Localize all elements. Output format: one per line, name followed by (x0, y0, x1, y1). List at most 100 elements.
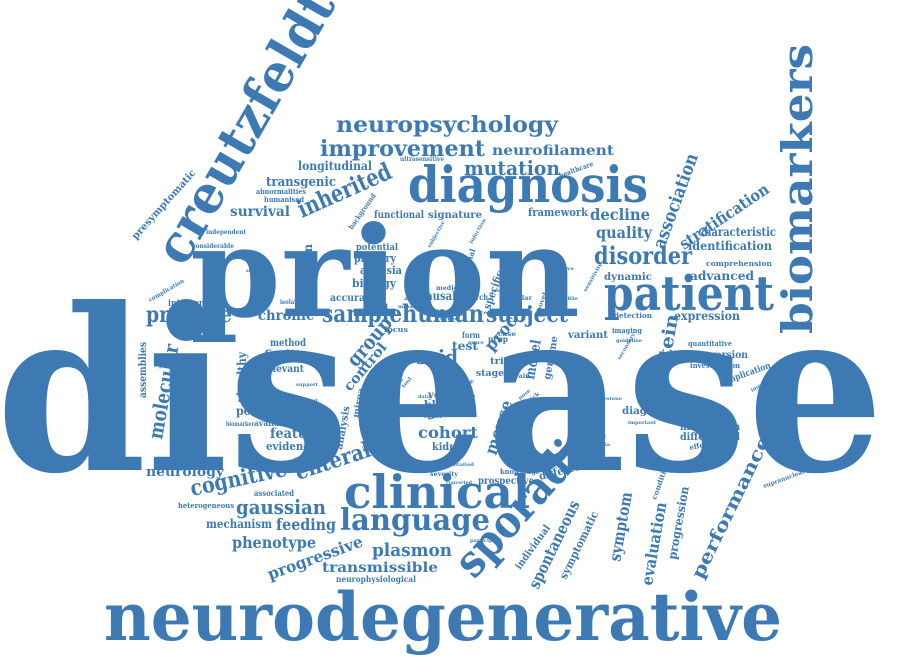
word-model: model (522, 339, 545, 381)
word-stage: stage (476, 369, 504, 379)
word-knowledge: knowledge (500, 467, 541, 476)
word-biomarker: biomarker (226, 421, 255, 428)
word-neurophysiological: neurophysiological (336, 574, 416, 584)
word-risk: risk (434, 369, 461, 384)
word-causal: causal (420, 289, 456, 303)
word-longitudinal: longitudinal (298, 159, 372, 173)
word-advanced: advanced (690, 269, 755, 283)
word-cohort: cohort (418, 423, 479, 442)
word-kernel: kernel (440, 316, 460, 322)
word-finding: finding (264, 348, 312, 364)
word-trial: trial (490, 357, 515, 367)
word-evidence: evidence (266, 440, 316, 453)
word-conversion: conversion (692, 350, 749, 361)
word-generation: generation (301, 244, 315, 314)
word-prospective: prospective (478, 476, 534, 487)
word-transgenic: transgenic (266, 175, 336, 190)
word-available: available (254, 418, 292, 428)
word-result: result (424, 414, 443, 420)
word-intervention: intervention (168, 299, 222, 309)
word-more: more (468, 340, 484, 346)
word-isolated: isolated (280, 299, 305, 306)
word-primary: primary (354, 252, 397, 265)
word-chronic: chronic (258, 308, 314, 324)
word-detailed: detailed (450, 462, 475, 468)
word-associate: associate (238, 395, 280, 405)
word-method: method (270, 338, 306, 349)
word-quantitative: quantitative (688, 339, 733, 348)
word-measure: measure (398, 304, 422, 310)
word-medical: medical (436, 285, 465, 292)
word-milestone: milestone (594, 396, 622, 402)
word-phenotype: phenotype (232, 533, 316, 552)
word-information: information (680, 422, 741, 433)
word-humanised: humanised (264, 195, 304, 204)
word-test: test (452, 339, 478, 353)
word-clinical: clinical (344, 465, 530, 519)
word-diagnosis: diagnosis (408, 155, 648, 214)
word-biomarkers: biomarkers (773, 44, 822, 334)
word-improvement: improvement (320, 136, 486, 162)
word-biology: biology (352, 277, 397, 290)
word-similar: similar (506, 295, 533, 302)
word-focus: focus (384, 325, 408, 334)
word-identification: identification (688, 239, 772, 253)
word-severity: severity (430, 471, 459, 478)
word-comprehension: comprehension (706, 259, 772, 268)
word-studies: studies (398, 464, 420, 470)
word-language: language (340, 503, 490, 538)
word-onset: onset (300, 398, 319, 404)
word-decline: decline (590, 205, 650, 224)
word-effective: effective (546, 266, 574, 272)
word-year: year (427, 390, 453, 401)
word-common: common (576, 431, 606, 440)
word-cell: cell (480, 310, 492, 316)
word-acute: acute (404, 296, 420, 302)
word-quality: quality (596, 223, 653, 242)
word-expression: expression (674, 309, 740, 323)
word-positive: positive (236, 404, 284, 418)
word-imaging: imaging (612, 326, 642, 335)
word-sample: sample (322, 299, 402, 328)
word-signature: signature (428, 210, 482, 221)
word-neurology: neurology (146, 465, 224, 480)
word-treatment: treatment (377, 451, 408, 462)
word-dynamic: dynamic (604, 272, 652, 283)
word-scjd: scjd (416, 345, 458, 369)
word-genetic: genetic (568, 420, 604, 431)
word-support: support (296, 382, 319, 388)
word-mechanism: mechanism (206, 517, 272, 531)
word-blood: blood (424, 400, 458, 411)
word-diagnostic: diagnostic (622, 406, 682, 417)
word-differential: differential (680, 432, 740, 443)
word-brain: brain (510, 373, 531, 380)
word-healthy: healthy (235, 351, 249, 396)
word-patient: patient (604, 266, 774, 322)
word-transmissible: transmissible (322, 560, 438, 576)
word-detection: detection (614, 311, 652, 320)
word-research: research (456, 292, 488, 302)
word-subject: subject (486, 302, 569, 328)
word-associated: associated (254, 488, 294, 498)
word-assemblies: assemblies (138, 342, 149, 398)
word-variant: variant (567, 330, 608, 341)
word-practice: practice (146, 302, 232, 328)
word-motivation: motivation (290, 411, 321, 418)
word-form: form (462, 330, 480, 340)
word-guideline: guideline (616, 338, 642, 344)
word-functional: functional (374, 210, 424, 221)
word-converted: converted (446, 480, 472, 486)
word-kidney: kidney (432, 442, 469, 453)
word-relevant: relevant (262, 364, 304, 375)
word-accuracy: accuracy (330, 293, 377, 304)
word-neurodegenerative: neurodegenerative (104, 578, 782, 656)
word-profile: profile (556, 296, 578, 302)
word-disorder: disorder (594, 241, 692, 270)
word-prnp: prnp (488, 334, 508, 344)
word-neuropsychology: neuropsychology (336, 112, 559, 138)
word-mutation: mutation (464, 156, 560, 180)
word-prion: prion (190, 200, 580, 346)
word-neurofilament: neurofilament (492, 143, 615, 159)
word-framework: framework (528, 206, 588, 219)
